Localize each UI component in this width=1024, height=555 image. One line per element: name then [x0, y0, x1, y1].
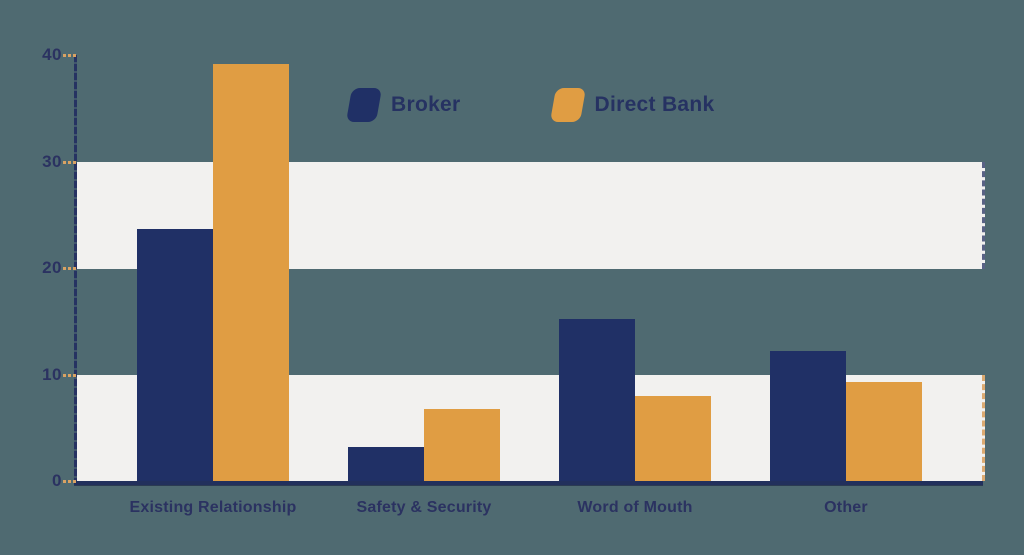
y-tick-label: 20: [42, 258, 62, 277]
y-tick-label: 0: [52, 471, 62, 490]
legend-label-broker: Broker: [391, 93, 461, 116]
y-tick-mark: [63, 267, 76, 270]
bar-broker: [559, 319, 635, 481]
x-category-label: Existing Relationship: [129, 499, 297, 516]
bar-direct-bank: [424, 409, 500, 481]
bar-broker: [137, 229, 213, 481]
x-category-label: Other: [824, 499, 868, 516]
legend-item-broker: Broker: [346, 88, 461, 122]
y-tick-mark: [63, 373, 76, 377]
bar-direct-bank: [213, 64, 289, 481]
bar-broker: [348, 447, 424, 481]
legend-item-direct-bank: Direct Bank: [549, 88, 715, 122]
direct-bank-swatch-icon: [549, 88, 586, 122]
bar-broker: [770, 351, 846, 481]
bar-direct-bank: [635, 396, 711, 481]
chart-legend: Broker Direct Bank: [346, 88, 715, 122]
legend-label-direct-bank: Direct Bank: [594, 93, 715, 116]
y-tick-label: 10: [42, 364, 62, 384]
x-category-label: Word of Mouth: [577, 499, 693, 516]
y-tick-mark: [63, 480, 76, 483]
x-axis-line: [74, 481, 983, 485]
y-tick-mark: [63, 54, 76, 57]
bar-direct-bank: [846, 382, 922, 481]
y-tick-label: 40: [42, 45, 62, 64]
y-tick-label: 30: [42, 151, 62, 171]
broker-swatch-icon: [346, 88, 382, 122]
x-category-label: Safety & Security: [356, 499, 492, 516]
y-tick-mark: [63, 160, 76, 164]
